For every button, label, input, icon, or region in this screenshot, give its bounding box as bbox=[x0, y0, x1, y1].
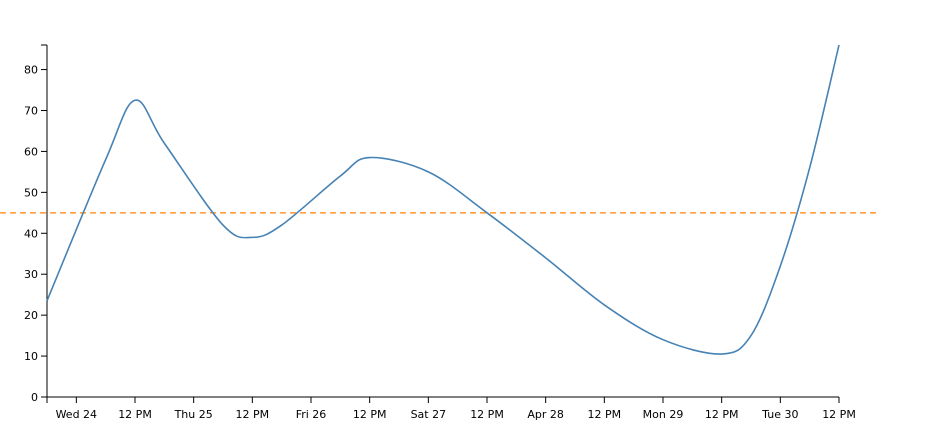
x-tick-label: 12 PM bbox=[236, 408, 270, 421]
x-tick-label: 12 PM bbox=[705, 408, 739, 421]
y-tick-label: 70 bbox=[24, 104, 38, 117]
series-line bbox=[46, 44, 840, 355]
y-tick-label: 60 bbox=[24, 145, 38, 158]
x-tick-label: 12 PM bbox=[118, 408, 152, 421]
x-axis: Wed 24 12 PM Thu 25 12 PM Fri 26 12 PM Sat 27 1… bbox=[46, 396, 856, 421]
x-tick-label: Apr 28 bbox=[527, 408, 564, 421]
x-tick-label: Thu 25 bbox=[174, 408, 213, 421]
x-tick-label: 12 PM bbox=[822, 408, 856, 421]
y-tick-label: 0 bbox=[31, 391, 38, 404]
y-axis: 0 10 20 30 40 50 60 70 80 bbox=[24, 44, 48, 404]
y-tick-label: 40 bbox=[24, 227, 38, 240]
x-tick-label: Fri 26 bbox=[296, 408, 327, 421]
y-tick-label: 30 bbox=[24, 268, 38, 281]
x-tick-label: Sat 27 bbox=[411, 408, 447, 421]
x-tick-label: 12 PM bbox=[470, 408, 504, 421]
series-layer bbox=[46, 44, 840, 355]
y-tick-label: 80 bbox=[24, 64, 38, 77]
x-tick-label: 12 PM bbox=[588, 408, 622, 421]
x-tick-label: Tue 30 bbox=[761, 408, 798, 421]
x-tick-label: 12 PM bbox=[353, 408, 387, 421]
y-tick-label: 50 bbox=[24, 186, 38, 199]
x-tick-label: Mon 29 bbox=[643, 408, 684, 421]
y-tick-label: 10 bbox=[24, 350, 38, 363]
y-tick-label: 20 bbox=[24, 309, 38, 322]
x-tick-label: Wed 24 bbox=[56, 408, 97, 421]
